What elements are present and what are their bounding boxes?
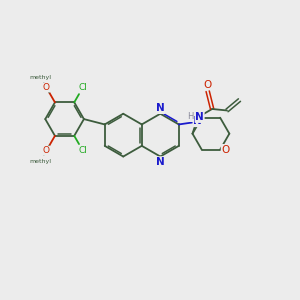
Text: O: O (221, 145, 230, 154)
Text: H: H (187, 112, 193, 122)
Text: O: O (43, 146, 50, 155)
Text: N: N (156, 157, 165, 167)
Text: O: O (203, 80, 211, 90)
Text: O: O (43, 83, 50, 92)
Text: methyl: methyl (29, 75, 51, 80)
Text: N: N (193, 116, 202, 127)
Text: Cl: Cl (78, 83, 87, 92)
Text: H: H (187, 112, 194, 121)
Text: methyl: methyl (29, 158, 51, 164)
Text: N: N (195, 112, 204, 122)
Text: N: N (156, 103, 165, 113)
Text: Cl: Cl (78, 146, 87, 155)
